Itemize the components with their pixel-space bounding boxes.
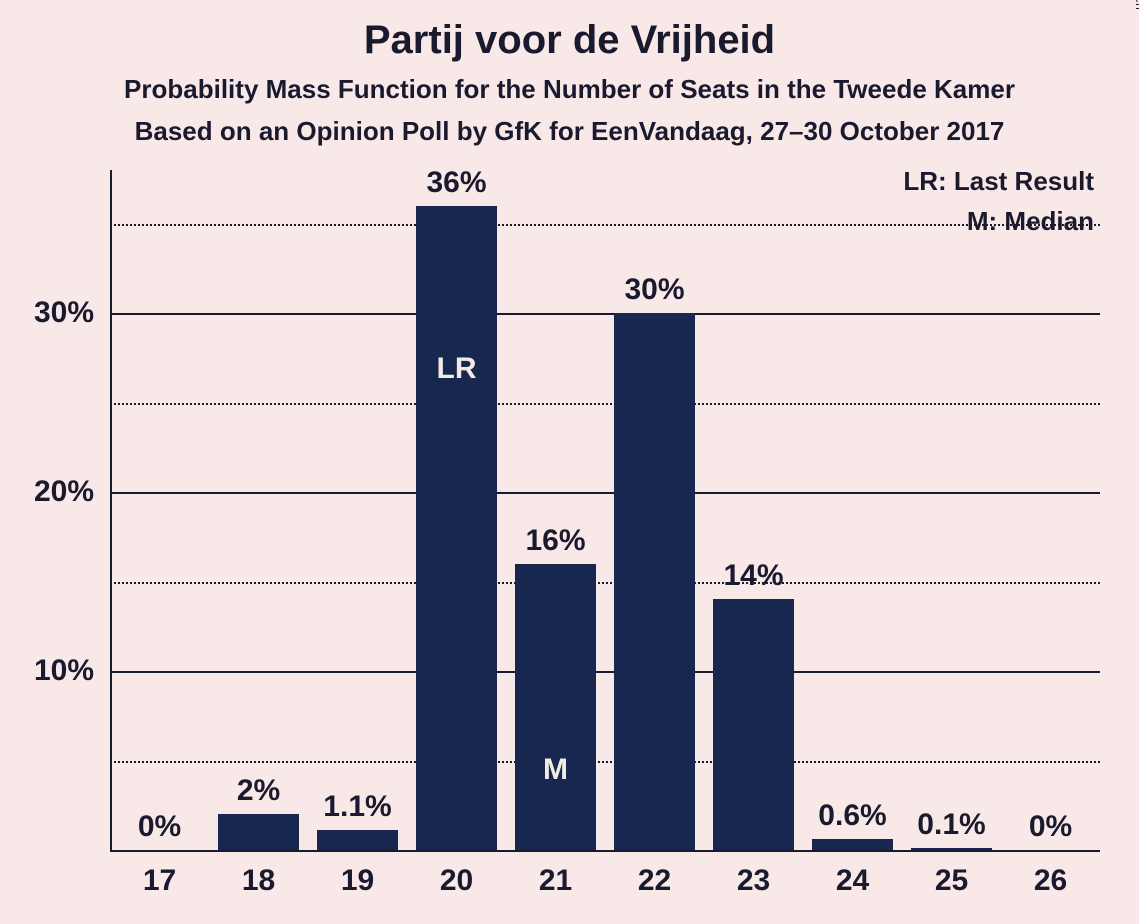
gridline-major: [110, 313, 1100, 315]
plot-area: 10%20%30%0%172%181.1%1936%20LR16%21M30%2…: [110, 170, 1100, 850]
gridline-minor: [110, 224, 1100, 226]
chart-title: Partij voor de Vrijheid: [0, 18, 1139, 63]
chart-subtitle-1: Probability Mass Function for the Number…: [0, 74, 1139, 105]
legend-median: M: Median: [967, 206, 1094, 237]
bar-seat-23: [713, 599, 794, 850]
legend-last-result: LR: Last Result: [903, 166, 1094, 197]
inbar-annotation-m: M: [543, 753, 568, 787]
bar-value-label: 0.1%: [917, 808, 985, 842]
x-axis: [110, 850, 1100, 852]
bar-seat-20: [416, 206, 497, 850]
y-axis-label: 10%: [0, 654, 94, 688]
bar-value-label: 30%: [624, 273, 684, 307]
x-axis-label: 19: [341, 864, 374, 898]
bar-seat-19: [317, 830, 398, 850]
bar-value-label: 1.1%: [323, 790, 391, 824]
chart-subtitle-2: Based on an Opinion Poll by GfK for EenV…: [0, 116, 1139, 147]
gridline-minor: [110, 582, 1100, 584]
bar-value-label: 0%: [138, 810, 181, 844]
y-axis-label: 30%: [0, 296, 94, 330]
bar-seat-22: [614, 313, 695, 850]
pmf-bar-chart: 10%20%30%0%172%181.1%1936%20LR16%21M30%2…: [110, 170, 1100, 850]
y-axis-label: 20%: [0, 475, 94, 509]
bar-value-label: 2%: [237, 774, 280, 808]
x-axis-label: 18: [242, 864, 275, 898]
bar-value-label: 16%: [525, 524, 585, 558]
gridline-minor: [110, 403, 1100, 405]
x-axis-label: 26: [1034, 864, 1067, 898]
x-axis-label: 22: [638, 864, 671, 898]
x-axis-label: 24: [836, 864, 869, 898]
x-axis-label: 21: [539, 864, 572, 898]
bar-value-label: 0.6%: [818, 799, 886, 833]
gridline-major: [110, 671, 1100, 673]
copyright-text: © 2020 Filip van Laenen: [1133, 0, 1139, 10]
bar-seat-21: [515, 564, 596, 850]
inbar-annotation-lr: LR: [437, 352, 477, 386]
bar-value-label: 0%: [1029, 810, 1072, 844]
gridline-major: [110, 492, 1100, 494]
bar-seat-18: [218, 814, 299, 850]
gridline-minor: [110, 761, 1100, 763]
x-axis-label: 20: [440, 864, 473, 898]
y-axis: [110, 170, 112, 850]
x-axis-label: 25: [935, 864, 968, 898]
x-axis-label: 17: [143, 864, 176, 898]
bar-seat-25: [911, 848, 992, 850]
x-axis-label: 23: [737, 864, 770, 898]
bar-value-label: 14%: [723, 559, 783, 593]
bar-value-label: 36%: [426, 166, 486, 200]
bar-seat-24: [812, 839, 893, 850]
